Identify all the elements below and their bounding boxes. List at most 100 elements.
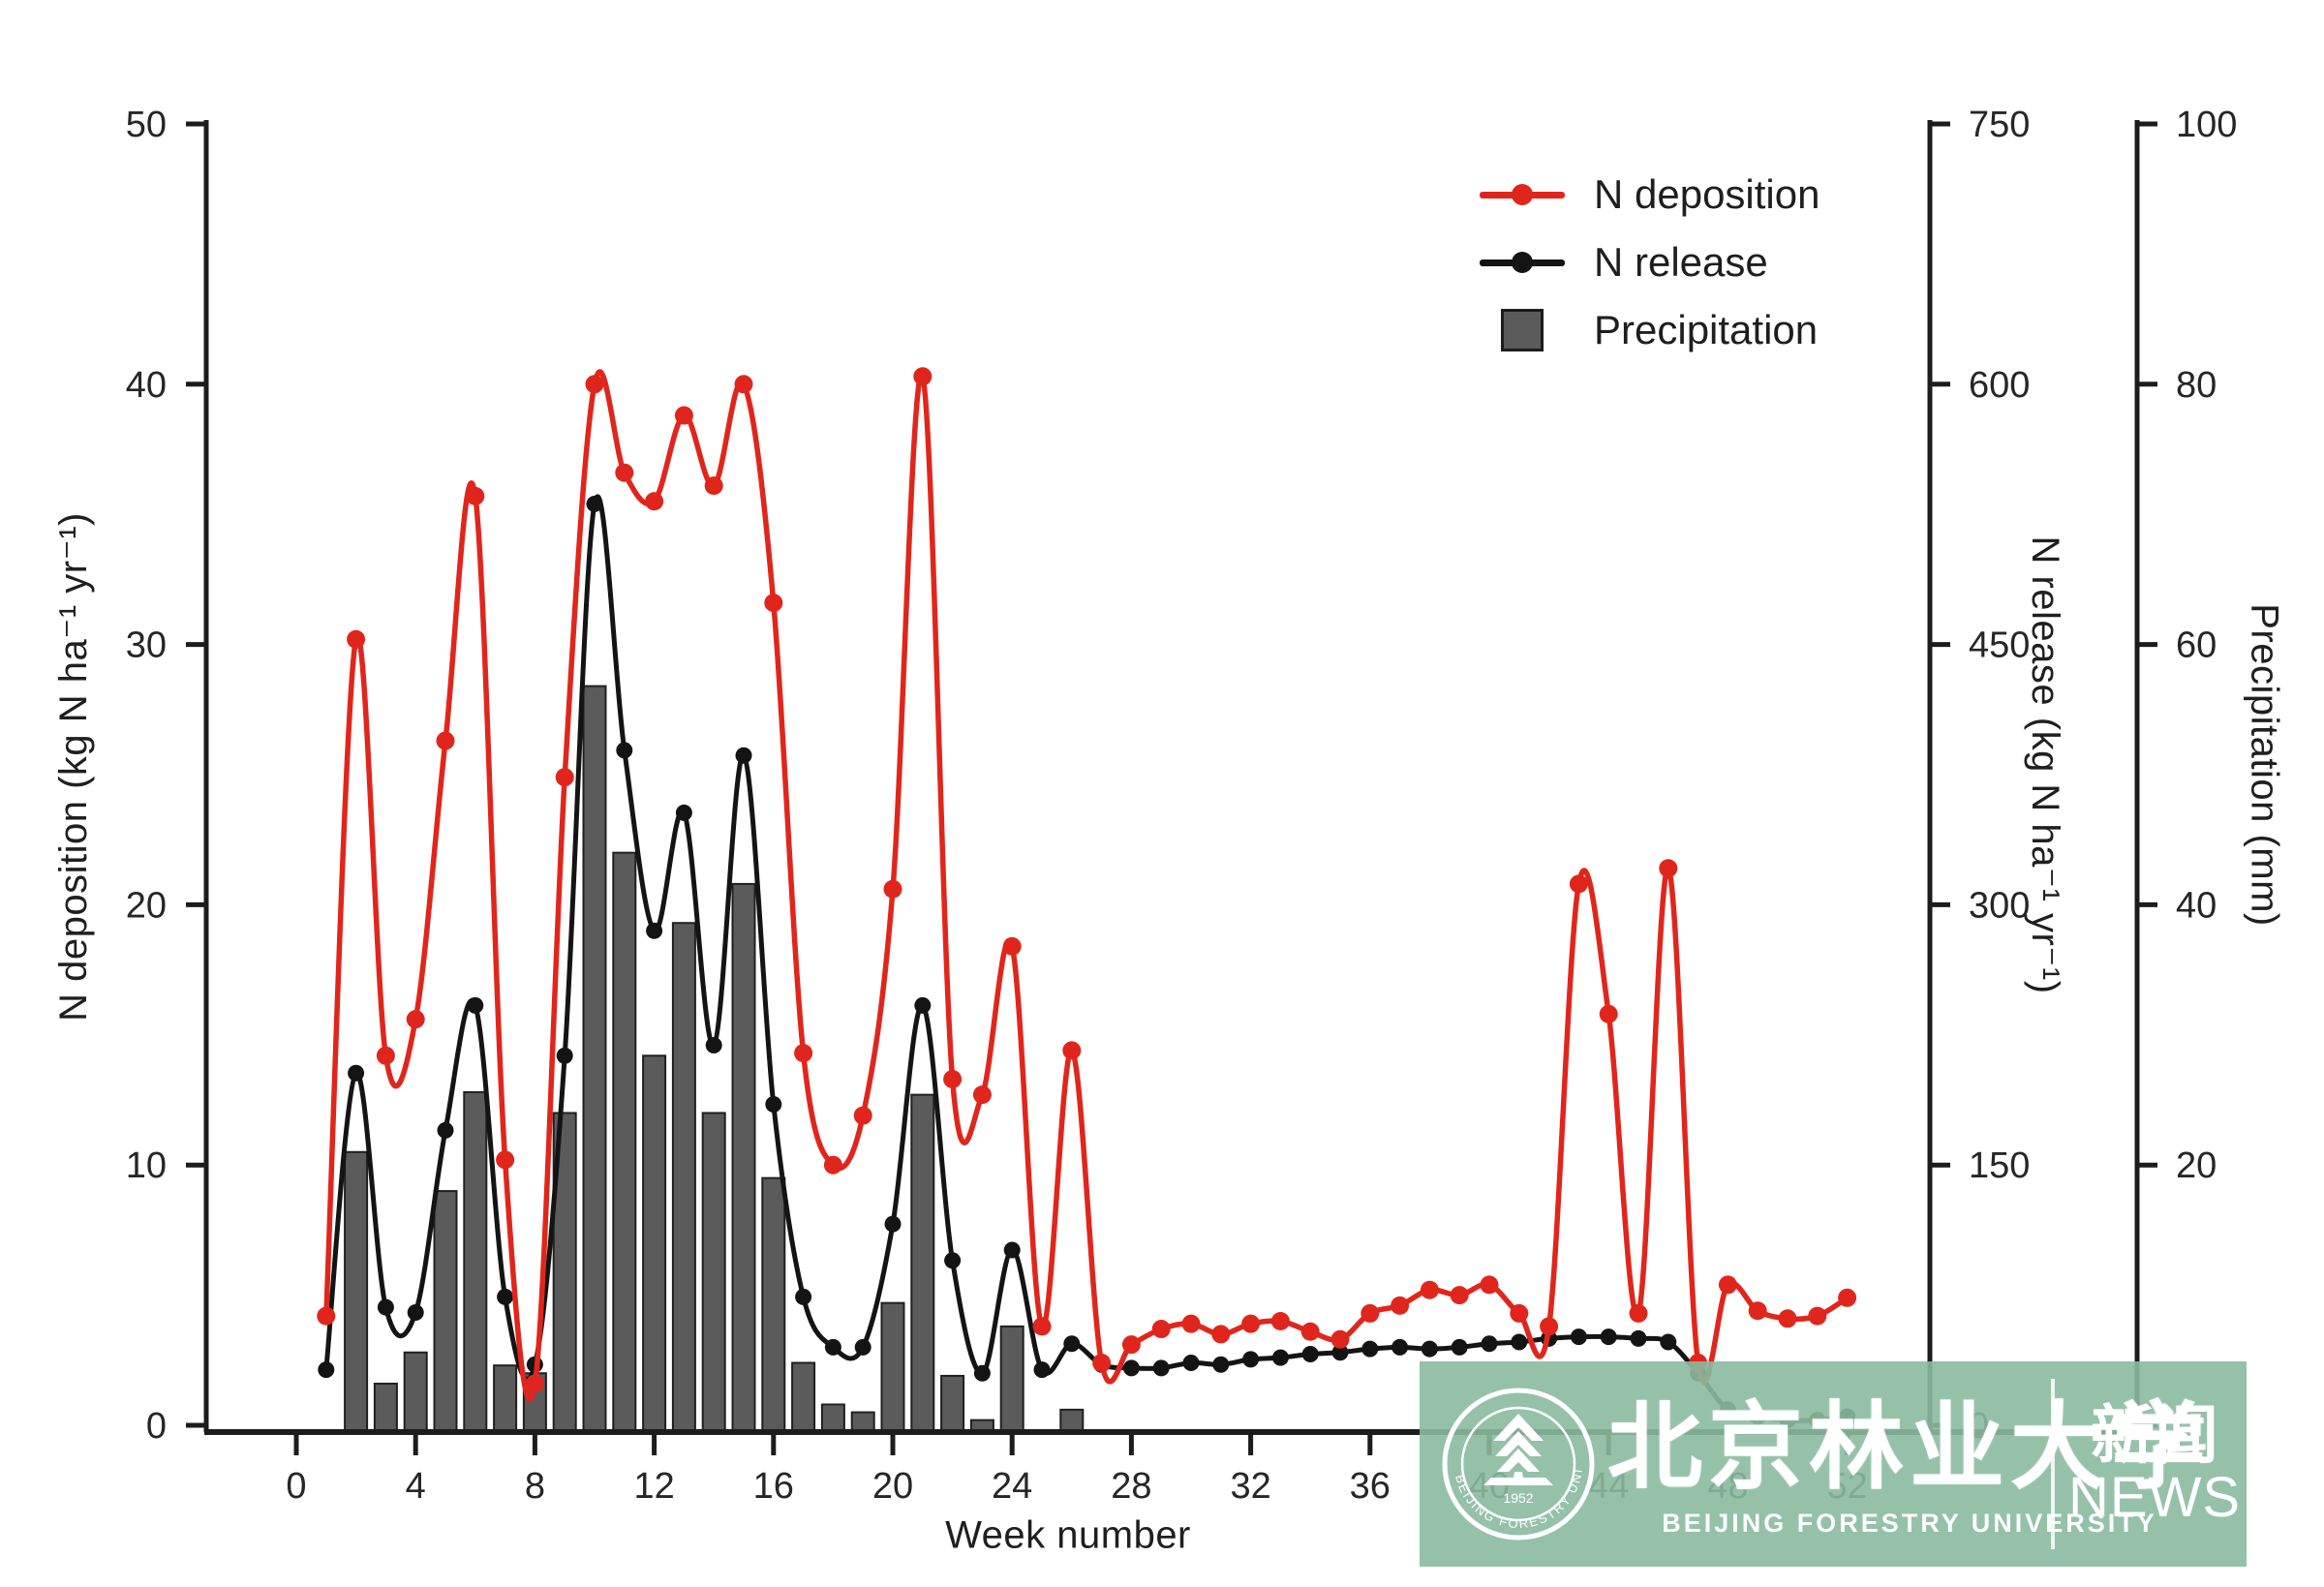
legend-label: Precipitation bbox=[1594, 307, 1819, 352]
data-point bbox=[1599, 1004, 1618, 1023]
legend-item-n-release: N release bbox=[1474, 229, 1819, 296]
data-point bbox=[853, 1106, 872, 1125]
data-point bbox=[914, 996, 932, 1014]
data-point bbox=[1330, 1329, 1350, 1349]
university-seal-icon: BEIJING FORESTRY UNIVERSITY 1952 bbox=[1431, 1377, 1595, 1541]
precipitation-bar bbox=[373, 1382, 398, 1431]
data-point bbox=[1121, 1335, 1141, 1355]
university-name-zh: 北京林业大学 bbox=[1606, 1393, 2212, 1500]
data-point bbox=[675, 804, 692, 821]
tick-label: 4 bbox=[406, 1466, 426, 1507]
precipitation-bar bbox=[850, 1411, 875, 1432]
tick-label: 20 bbox=[2176, 1145, 2217, 1186]
axis-label-week-number: Week number bbox=[945, 1513, 1191, 1557]
precipitation-bar bbox=[642, 1054, 667, 1431]
legend-label: N deposition bbox=[1594, 171, 1820, 217]
tick-label: 0 bbox=[286, 1466, 306, 1507]
data-point bbox=[437, 1121, 454, 1139]
data-point bbox=[496, 1150, 515, 1170]
data-point bbox=[704, 476, 723, 496]
data-point bbox=[1182, 1354, 1200, 1371]
data-point bbox=[972, 1085, 992, 1105]
data-point bbox=[646, 922, 663, 939]
tick-label: 0 bbox=[146, 1406, 167, 1447]
data-point bbox=[1391, 1296, 1410, 1315]
precipitation-bar-icon bbox=[1474, 309, 1571, 351]
data-point bbox=[1838, 1288, 1857, 1307]
data-point bbox=[944, 1252, 962, 1269]
data-point bbox=[884, 1215, 902, 1233]
data-point bbox=[1003, 1241, 1021, 1259]
tick-label: 300 bbox=[1969, 885, 2030, 926]
axis-label-n-release: N release (kg N ha⁻¹ yr⁻¹) bbox=[2024, 535, 2066, 994]
data-point bbox=[794, 1044, 813, 1063]
data-point bbox=[1718, 1275, 1737, 1295]
tick-label: 10 bbox=[126, 1145, 167, 1186]
data-point bbox=[824, 1338, 841, 1356]
tick-label: 40 bbox=[126, 365, 167, 406]
tick-label: 30 bbox=[126, 626, 167, 666]
data-point bbox=[705, 1037, 722, 1054]
data-point bbox=[1270, 1311, 1290, 1330]
data-point bbox=[376, 1046, 395, 1065]
data-point bbox=[1033, 1361, 1051, 1379]
data-point bbox=[407, 1304, 424, 1322]
data-point bbox=[615, 463, 634, 482]
precipitation-bar bbox=[433, 1190, 458, 1431]
watermark-banner: BEIJING FORESTRY UNIVERSITY 1952 北京林业大学 … bbox=[1420, 1361, 2247, 1567]
precipitation-bar bbox=[731, 882, 756, 1431]
data-point bbox=[1092, 1353, 1112, 1372]
data-point bbox=[1659, 859, 1678, 878]
tick-label: 100 bbox=[2176, 105, 2237, 145]
data-point bbox=[1629, 1303, 1648, 1323]
data-point bbox=[735, 747, 752, 764]
data-point bbox=[497, 1288, 514, 1305]
data-point bbox=[943, 1069, 963, 1088]
tick-label: 24 bbox=[992, 1466, 1032, 1507]
precipitation-bar bbox=[463, 1090, 488, 1432]
data-point bbox=[1063, 1335, 1081, 1353]
tick-label: 20 bbox=[872, 1466, 913, 1507]
precipitation-bar bbox=[880, 1301, 905, 1431]
data-point bbox=[1181, 1314, 1201, 1333]
data-point bbox=[1361, 1303, 1380, 1323]
data-point bbox=[1391, 1338, 1409, 1356]
data-point bbox=[1778, 1309, 1797, 1328]
data-point bbox=[1300, 1322, 1320, 1341]
precipitation-bar bbox=[1059, 1408, 1085, 1431]
data-point bbox=[1450, 1286, 1469, 1305]
n-deposition-series bbox=[317, 367, 1857, 1402]
data-point bbox=[913, 367, 933, 386]
data-point bbox=[1569, 874, 1588, 894]
data-point bbox=[1271, 1349, 1289, 1366]
data-point bbox=[1361, 1340, 1379, 1358]
data-point bbox=[1122, 1359, 1140, 1377]
data-point bbox=[854, 1338, 872, 1356]
data-point bbox=[764, 594, 783, 613]
tick-label: 60 bbox=[2176, 626, 2217, 666]
precipitation-bar bbox=[344, 1150, 369, 1431]
data-point bbox=[674, 406, 693, 425]
data-point bbox=[1211, 1325, 1231, 1344]
legend-item-precipitation: Precipitation bbox=[1474, 296, 1819, 364]
data-point bbox=[1808, 1306, 1827, 1326]
tick-label: 40 bbox=[2176, 885, 2217, 926]
news-label-zh: 新闻 bbox=[2091, 1398, 2218, 1471]
data-point bbox=[1451, 1338, 1468, 1356]
precipitation-bars bbox=[344, 685, 1085, 1432]
legend-label: N release bbox=[1594, 239, 1768, 285]
data-point bbox=[973, 1364, 991, 1382]
data-point bbox=[317, 1306, 336, 1326]
data-point bbox=[1660, 1333, 1677, 1351]
data-point bbox=[1630, 1329, 1647, 1347]
seal-tree-icon bbox=[1483, 1414, 1553, 1485]
data-point bbox=[1241, 1314, 1261, 1333]
data-point bbox=[1420, 1280, 1439, 1299]
data-point bbox=[1540, 1317, 1559, 1336]
precipitation-bar bbox=[701, 1112, 726, 1431]
data-point bbox=[467, 996, 484, 1014]
precipitation-bar bbox=[761, 1176, 786, 1431]
data-point bbox=[318, 1361, 335, 1379]
tick-label: 36 bbox=[1350, 1466, 1391, 1507]
precipitation-bar bbox=[969, 1419, 994, 1432]
